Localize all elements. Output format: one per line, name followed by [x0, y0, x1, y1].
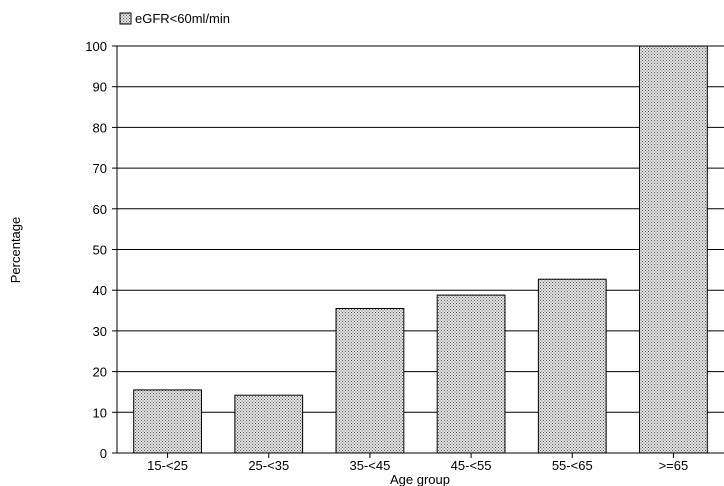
- bar: [537, 278, 607, 454]
- y-tick-label: 90: [93, 80, 107, 95]
- bar: [234, 394, 304, 454]
- y-axis-ticks: 0 10 20 30 40 50 60 70 80 90 100: [85, 39, 117, 461]
- x-tick-label: >=65: [659, 458, 689, 473]
- x-tick-label: 15-<25: [147, 458, 188, 473]
- x-axis-ticks: 15-<25 25-<35 35-<45 45-<55 55-<65 >=65: [147, 453, 688, 473]
- bar: [335, 308, 405, 454]
- bar: [133, 389, 202, 454]
- y-tick-label: 60: [93, 202, 107, 217]
- gridlines: [117, 45, 724, 413]
- legend: eGFR<60ml/min: [119, 11, 230, 26]
- y-tick-label: 100: [85, 39, 107, 54]
- y-tick-label: 40: [93, 283, 107, 298]
- bar: [436, 294, 506, 454]
- legend-label: eGFR<60ml/min: [135, 11, 230, 26]
- y-axis-label: Percentage: [8, 217, 23, 284]
- y-tick-label: 20: [93, 365, 107, 380]
- bar: [639, 45, 708, 454]
- x-tick-label: 25-<35: [248, 458, 289, 473]
- x-tick-label: 45-<55: [451, 458, 492, 473]
- y-tick-label: 10: [93, 405, 107, 420]
- legend-swatch: [119, 12, 132, 25]
- y-tick-label: 70: [93, 161, 107, 176]
- x-axis-label: Age group: [390, 472, 450, 486]
- y-tick-label: 30: [93, 324, 107, 339]
- x-tick-label: 55-<65: [552, 458, 593, 473]
- y-tick-label: 50: [93, 243, 107, 258]
- x-tick-label: 35-<45: [349, 458, 390, 473]
- y-tick-label: 0: [100, 446, 107, 461]
- y-tick-label: 80: [93, 120, 107, 135]
